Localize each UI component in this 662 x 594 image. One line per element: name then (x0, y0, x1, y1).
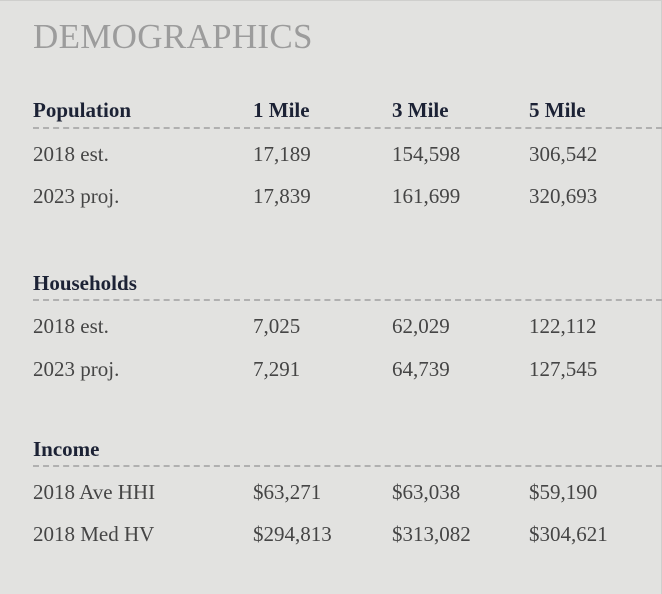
cell-value: 62,029 (392, 314, 450, 338)
cell-value: 17,189 (253, 142, 311, 166)
column-header: 5 Mile (529, 98, 586, 122)
dashed-divider (33, 299, 662, 301)
cell-value: 161,699 (392, 184, 461, 208)
section-heading: Households (33, 271, 137, 295)
section-heading: Population (33, 98, 132, 122)
row-label: 2018 Med HV (33, 522, 155, 546)
cell-value: 122,112 (529, 314, 597, 338)
table-row: 2018 est. 7,025 62,029 122,112 (0, 312, 662, 340)
cell-value: 64,739 (392, 357, 450, 381)
cell-value: 7,291 (253, 357, 301, 381)
row-label: 2023 proj. (33, 184, 120, 208)
cell-value: 320,693 (529, 184, 598, 208)
row-label: 2023 proj. (33, 357, 120, 381)
cell-value: $304,621 (529, 522, 608, 546)
cell-value: 7,025 (253, 314, 301, 338)
row-label: 2018 est. (33, 142, 109, 166)
cell-value: $59,190 (529, 480, 598, 504)
row-label: 2018 est. (33, 314, 109, 338)
cell-value: $313,082 (392, 522, 471, 546)
table-row: 2023 proj. 7,291 64,739 127,545 (0, 355, 662, 383)
column-header: 1 Mile (253, 98, 310, 122)
dashed-divider (33, 127, 662, 129)
cell-value: 154,598 (392, 142, 461, 166)
column-header: 3 Mile (392, 98, 449, 122)
row-label: 2018 Ave HHI (33, 480, 156, 504)
table-row: 2023 proj. 17,839 161,699 320,693 (0, 182, 662, 210)
table-row: 2018 est. 17,189 154,598 306,542 (0, 140, 662, 168)
page-title: DEMOGRAPHICS (33, 17, 313, 56)
cell-value: 306,542 (529, 142, 598, 166)
cell-value: 17,839 (253, 184, 311, 208)
section-header-row: Population 1 Mile 3 Mile 5 Mile (0, 96, 662, 124)
table-row: 2018 Ave HHI $63,271 $63,038 $59,190 (0, 478, 662, 506)
cell-value: 127,545 (529, 357, 598, 381)
dashed-divider (33, 465, 662, 467)
cell-value: $63,271 (253, 480, 322, 504)
section-header-row: Income (0, 435, 662, 463)
cell-value: $63,038 (392, 480, 461, 504)
cell-value: $294,813 (253, 522, 332, 546)
table-row: 2018 Med HV $294,813 $313,082 $304,621 (0, 520, 662, 548)
section-header-row: Households (0, 269, 662, 297)
section-heading: Income (33, 437, 100, 461)
